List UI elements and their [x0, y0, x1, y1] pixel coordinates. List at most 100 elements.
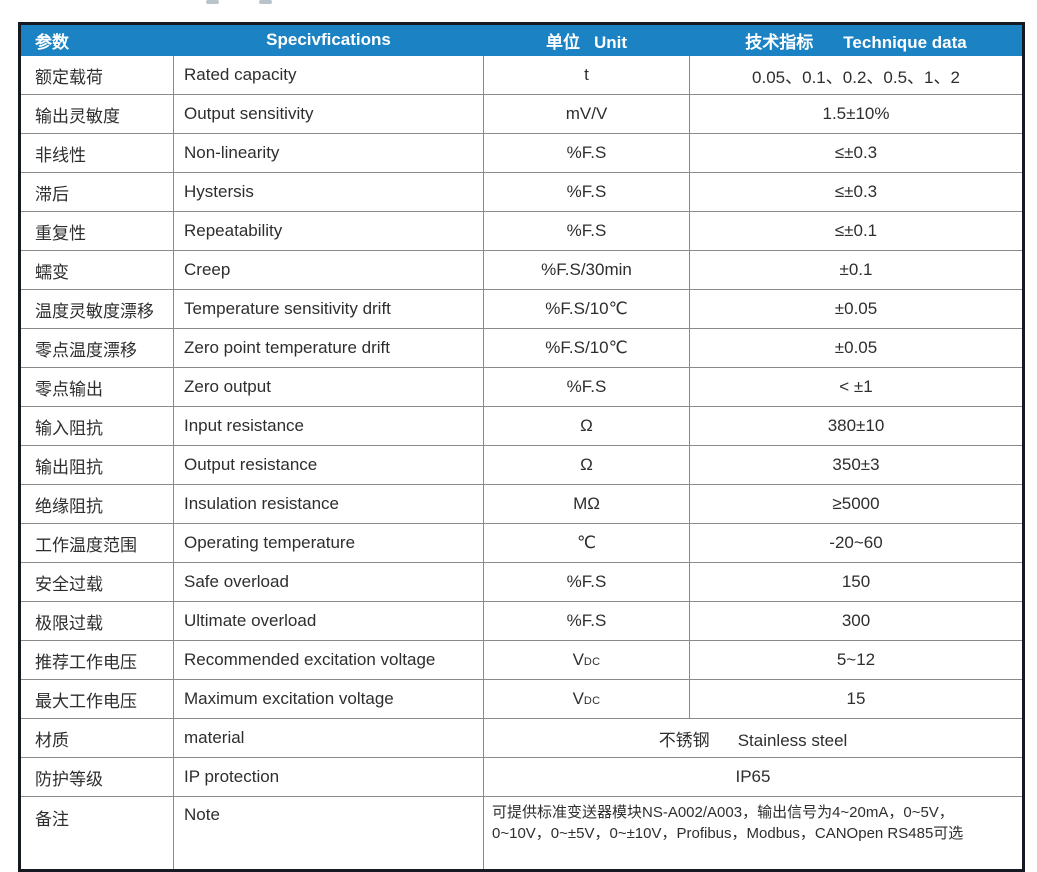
- param-zh: 额定载荷: [19, 55, 174, 95]
- note-line-2: 0~10V，0~±5V，0~±10V，Profibus，Modbus，CANOp…: [492, 825, 964, 843]
- header-unit-zh: 单位: [545, 32, 580, 52]
- param-zh: 蠕变: [19, 250, 174, 290]
- material-row: 材质 material 不锈钢 Stainless steel: [19, 718, 1024, 758]
- table-row: 重复性 Repeatability %F.S ≤±0.1: [19, 211, 1024, 251]
- unit-v: V: [572, 689, 584, 708]
- param-zh: 工作温度范围: [19, 523, 174, 563]
- table-row: 安全过载 Safe overload %F.S 150: [19, 562, 1024, 602]
- param-zh: 最大工作电压: [19, 679, 174, 719]
- param-zh: 材质: [19, 718, 174, 758]
- technique-value: 1.5±10%: [689, 94, 1024, 134]
- param-zh: 滞后: [19, 172, 174, 212]
- param-en: IP protection: [173, 757, 484, 797]
- technique-value: 300: [689, 601, 1024, 641]
- param-en: Non-linearity: [173, 133, 484, 173]
- param-zh: 输出灵敏度: [19, 94, 174, 134]
- table-row: 最大工作电压 Maximum excitation voltage VDC 15: [19, 679, 1024, 719]
- table-row: 额定载荷 Rated capacity t 0.05、0.1、0.2、0.5、1…: [19, 55, 1024, 95]
- param-en: Note: [173, 796, 484, 871]
- unit-value: %F.S: [483, 172, 690, 212]
- technique-value: ≤±0.3: [689, 172, 1024, 212]
- technique-value: 150: [689, 562, 1024, 602]
- param-zh: 零点温度漂移: [19, 328, 174, 368]
- table-row: 零点输出 Zero output %F.S < ±1: [19, 367, 1024, 407]
- param-zh: 极限过载: [19, 601, 174, 641]
- unit-value: t: [483, 55, 690, 95]
- technique-value: ≥5000: [689, 484, 1024, 524]
- param-en: Maximum excitation voltage: [173, 679, 484, 719]
- header-specifications: Specivfications: [173, 23, 484, 56]
- unit-value: %F.S: [483, 562, 690, 602]
- ip-protection-row: 防护等级 IP protection IP65: [19, 757, 1024, 797]
- param-en: Zero output: [173, 367, 484, 407]
- table-row: 推荐工作电压 Recommended excitation voltage VD…: [19, 640, 1024, 680]
- param-en: Zero point temperature drift: [173, 328, 484, 368]
- param-zh: 非线性: [19, 133, 174, 173]
- unit-value: %F.S/30min: [483, 250, 690, 290]
- param-en: Output sensitivity: [173, 94, 484, 134]
- table-row: 滞后 Hystersis %F.S ≤±0.3: [19, 172, 1024, 212]
- ip-value: IP65: [483, 757, 1024, 797]
- unit-dc-subscript: DC: [583, 695, 601, 707]
- param-zh: 防护等级: [19, 757, 174, 797]
- table-header: 参数 Specivfications 单位 Unit 技术指标 Technique …: [19, 23, 1024, 56]
- param-zh: 推荐工作电压: [19, 640, 174, 680]
- note-row: 备注 Note 可提供标准变送器模块NS-A002/A003，输出信号为4~20…: [19, 796, 1024, 871]
- param-en: Rated capacity: [173, 55, 484, 95]
- table-row: 零点温度漂移 Zero point temperature drift %F.S…: [19, 328, 1024, 368]
- header-unit-en: Unit: [593, 32, 628, 52]
- header-row: 参数 Specivfications 单位 Unit 技术指标 Technique …: [19, 23, 1024, 56]
- param-en: Output resistance: [173, 445, 484, 485]
- technique-value: 5~12: [689, 640, 1024, 680]
- param-en: Ultimate overload: [173, 601, 484, 641]
- technique-value: ±0.05: [689, 289, 1024, 329]
- unit-v: V: [572, 650, 584, 669]
- unit-value: %F.S/10℃: [483, 328, 690, 368]
- unit-value: mV/V: [483, 94, 690, 134]
- param-en: Creep: [173, 250, 484, 290]
- unit-value: Ω: [483, 406, 690, 446]
- unit-value: MΩ: [483, 484, 690, 524]
- table-row: 温度灵敏度漂移 Temperature sensitivity drift %F…: [19, 289, 1024, 329]
- param-zh: 零点输出: [19, 367, 174, 407]
- table-row: 输出阻抗 Output resistance Ω 350±3: [19, 445, 1024, 485]
- technique-value: ±0.1: [689, 250, 1024, 290]
- material-value-zh: 不锈钢: [658, 730, 710, 750]
- param-en: Temperature sensitivity drift: [173, 289, 484, 329]
- header-param-zh: 参数: [35, 32, 69, 52]
- param-en: Insulation resistance: [173, 484, 484, 524]
- param-en: Hystersis: [173, 172, 484, 212]
- material-value-en: Stainless steel: [737, 730, 848, 750]
- param-en: Operating temperature: [173, 523, 484, 563]
- technique-value: 380±10: [689, 406, 1024, 446]
- technique-value: < ±1: [689, 367, 1024, 407]
- cropped-heading-remnant: [206, 0, 219, 4]
- table-row: 工作温度范围 Operating temperature ℃ -20~60: [19, 523, 1024, 563]
- technique-value: 0.05、0.1、0.2、0.5、1、2: [689, 55, 1024, 95]
- param-zh: 输出阻抗: [19, 445, 174, 485]
- cropped-heading-remnant: [259, 0, 272, 4]
- header-unit: 单位 Unit: [483, 23, 690, 56]
- technique-value: -20~60: [689, 523, 1024, 563]
- technique-value: 350±3: [689, 445, 1024, 485]
- header-tech-zh: 技术指标: [745, 32, 814, 52]
- specifications-table: 参数 Specivfications 单位 Unit 技术指标 Technique …: [18, 22, 1025, 872]
- unit-value: %F.S: [483, 211, 690, 251]
- table-row: 绝缘阻抗 Insulation resistance MΩ ≥5000: [19, 484, 1024, 524]
- technique-value: 15: [689, 679, 1024, 719]
- table-row: 蠕变 Creep %F.S/30min ±0.1: [19, 250, 1024, 290]
- unit-value: Ω: [483, 445, 690, 485]
- technique-value: ≤±0.1: [689, 211, 1024, 251]
- unit-value: %F.S/10℃: [483, 289, 690, 329]
- unit-value: %F.S: [483, 133, 690, 173]
- param-zh: 绝缘阻抗: [19, 484, 174, 524]
- technique-value: ≤±0.3: [689, 133, 1024, 173]
- param-en: Recommended excitation voltage: [173, 640, 484, 680]
- param-zh: 输入阻抗: [19, 406, 174, 446]
- unit-value-vdc: VDC: [483, 640, 690, 680]
- param-en: Safe overload: [173, 562, 484, 602]
- unit-value: %F.S: [483, 367, 690, 407]
- param-zh: 安全过载: [19, 562, 174, 602]
- unit-value-vdc: VDC: [483, 679, 690, 719]
- header-spec-en: Specivfications: [266, 30, 391, 49]
